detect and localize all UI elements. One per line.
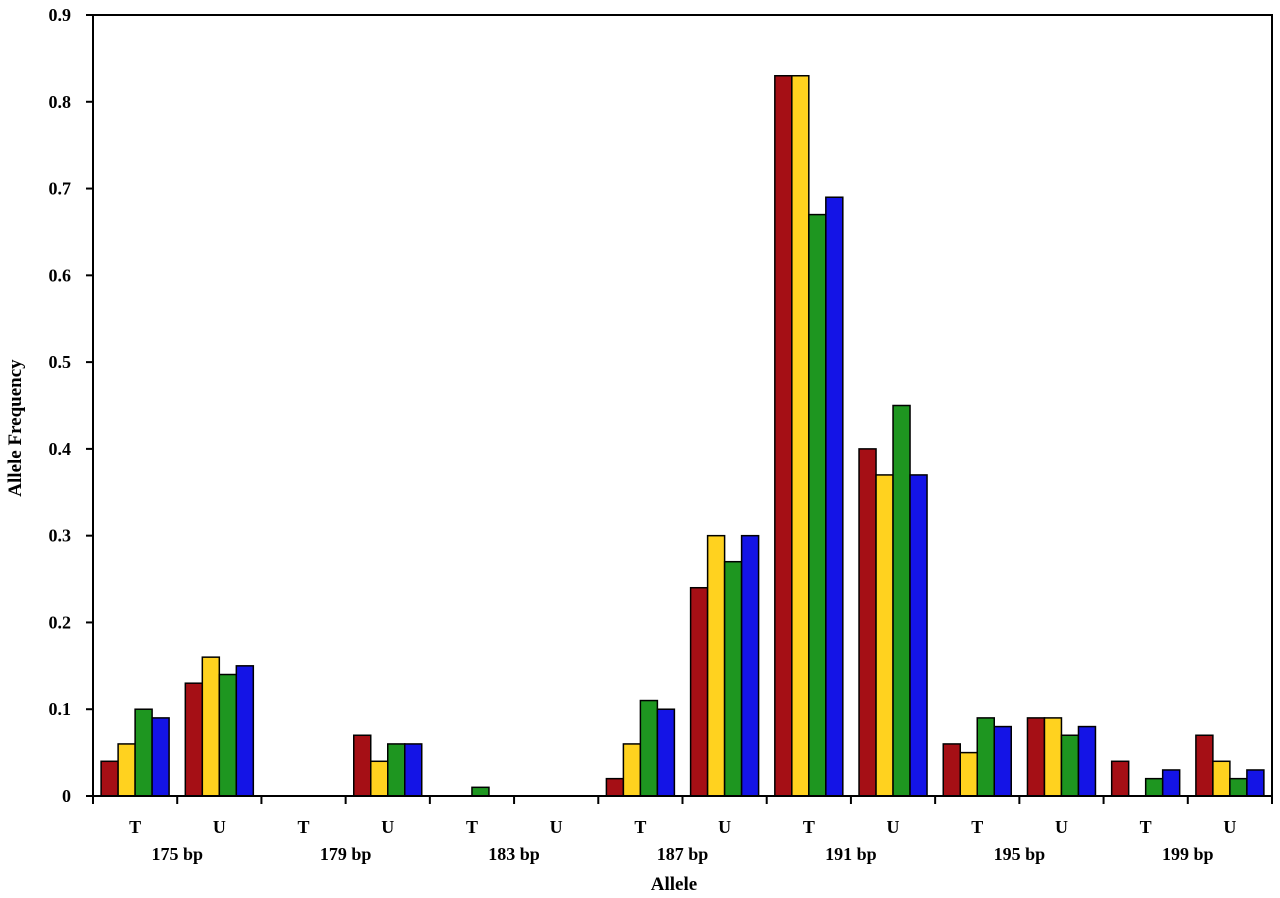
x-axis-title: Allele [651, 874, 697, 895]
y-tick-label: 0.2 [49, 612, 72, 632]
bars-layer [100, 74, 1265, 797]
bar [808, 213, 827, 797]
bar [689, 586, 709, 797]
y-tick-label: 0.4 [49, 439, 72, 459]
bar [235, 665, 255, 797]
bar [1161, 769, 1181, 797]
x-group-label: 191 bp [825, 844, 877, 864]
y-tick-label: 0.5 [49, 352, 72, 372]
bar [218, 673, 238, 797]
x-group-label: 179 bp [320, 844, 372, 864]
x-group-label: 195 bp [994, 844, 1046, 864]
x-subcategory-label: T [1140, 817, 1152, 837]
y-tick-label: 0.8 [49, 92, 72, 112]
plot-frame [92, 14, 1273, 797]
x-group-label: 187 bp [657, 844, 709, 864]
bar [1077, 725, 1097, 797]
bar [976, 717, 995, 797]
bar [404, 743, 423, 797]
x-subcategory-label: U [887, 817, 900, 837]
bar [656, 708, 676, 797]
bar [370, 760, 389, 797]
bar [909, 474, 928, 797]
bar [353, 734, 372, 797]
bar [134, 708, 153, 797]
bar [791, 74, 810, 797]
y-tick-label: 0.1 [49, 699, 72, 719]
x-subcategory-label: U [1055, 817, 1068, 837]
axes-layer [86, 14, 1273, 804]
x-group-label: 183 bp [488, 844, 540, 864]
bar [184, 682, 204, 797]
x-subcategory-label: U [213, 817, 226, 837]
x-subcategory-label: T [466, 817, 478, 837]
bar [875, 474, 894, 797]
bar [117, 743, 136, 797]
bar [1229, 777, 1248, 797]
x-subcategory-label: U [1223, 817, 1236, 837]
bar [1144, 777, 1164, 797]
bar [1060, 734, 1080, 797]
bar [151, 717, 170, 797]
bar [740, 534, 760, 797]
bar [774, 74, 793, 797]
bar [605, 777, 625, 797]
bar [100, 760, 119, 797]
bar [892, 404, 911, 797]
x-subcategory-label: U [550, 817, 563, 837]
bar [201, 656, 221, 797]
x-subcategory-label: U [718, 817, 731, 837]
bar [1043, 717, 1063, 797]
x-subcategory-label: T [298, 817, 310, 837]
y-tick-label: 0.3 [49, 526, 72, 546]
x-group-label: 175 bp [151, 844, 203, 864]
bar [622, 743, 642, 797]
x-subcategory-label: T [634, 817, 646, 837]
y-tick-label: 0 [62, 786, 71, 806]
bar [387, 743, 406, 797]
y-tick-label: 0.6 [49, 265, 72, 285]
bar [1195, 734, 1214, 797]
bar [1246, 769, 1265, 797]
bar [858, 448, 877, 797]
bar [639, 699, 659, 797]
bar [471, 786, 490, 797]
labels-layer: 0 0.1 0.2 0.3 0.4 0.5 0.6 0.7 0.8 0.9 T U T U T U T U T U T U… [49, 5, 1237, 864]
x-subcategory-label: T [129, 817, 141, 837]
bar [1110, 760, 1130, 797]
x-subcategory-label: T [971, 817, 983, 837]
y-tick-label: 0.7 [49, 179, 72, 199]
x-group-label: 199 bp [1162, 844, 1214, 864]
bar [706, 534, 726, 797]
y-tick-label: 0.9 [49, 5, 72, 25]
bar [1026, 717, 1046, 797]
bar [959, 751, 978, 797]
y-axis-title: Allele Frequency [5, 359, 26, 497]
bar [942, 743, 961, 797]
x-subcategory-label: U [381, 817, 394, 837]
bar [1212, 760, 1231, 797]
x-subcategory-label: T [803, 817, 815, 837]
bar [993, 725, 1012, 797]
bar [825, 196, 844, 797]
bar [723, 560, 743, 797]
